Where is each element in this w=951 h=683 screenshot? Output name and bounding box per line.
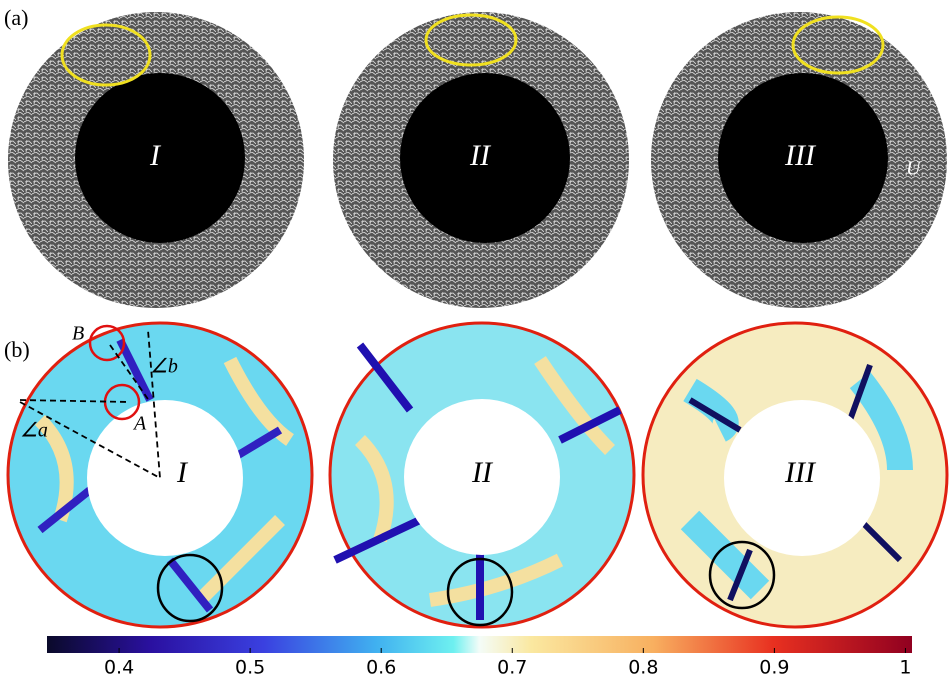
panel-label: (b)	[4, 337, 30, 362]
case-label: II	[471, 456, 494, 489]
tick-label: 0.4	[104, 657, 134, 679]
field-2	[328, 321, 636, 629]
case-label: II	[469, 139, 492, 172]
tick-label: 0.9	[759, 657, 789, 679]
tick-label: 0.8	[628, 657, 658, 679]
tick-label: 0.7	[497, 657, 527, 679]
photo-1	[8, 12, 304, 308]
case-label: III	[784, 456, 817, 489]
colorbar	[47, 636, 912, 653]
panel-b: (b) I II III B A ∠a ∠b	[4, 321, 949, 629]
panel-a: (a) I II III U	[4, 5, 947, 308]
annotation: ∠a	[20, 420, 48, 442]
case-label: III	[784, 139, 817, 172]
photo-2	[333, 12, 629, 308]
tick-label: 0.5	[235, 657, 265, 679]
field-1	[6, 321, 314, 629]
tick-label: 1	[899, 657, 911, 679]
annotation: B	[72, 323, 84, 345]
annotation: U	[906, 158, 922, 180]
case-label: I	[149, 139, 162, 172]
annotation: A	[132, 413, 147, 435]
photo-3	[651, 12, 947, 308]
case-label: I	[176, 456, 189, 489]
annotation: ∠b	[150, 356, 178, 378]
field-3	[641, 321, 949, 629]
tick-label: 0.6	[366, 657, 396, 679]
panel-label: (a)	[4, 5, 28, 30]
